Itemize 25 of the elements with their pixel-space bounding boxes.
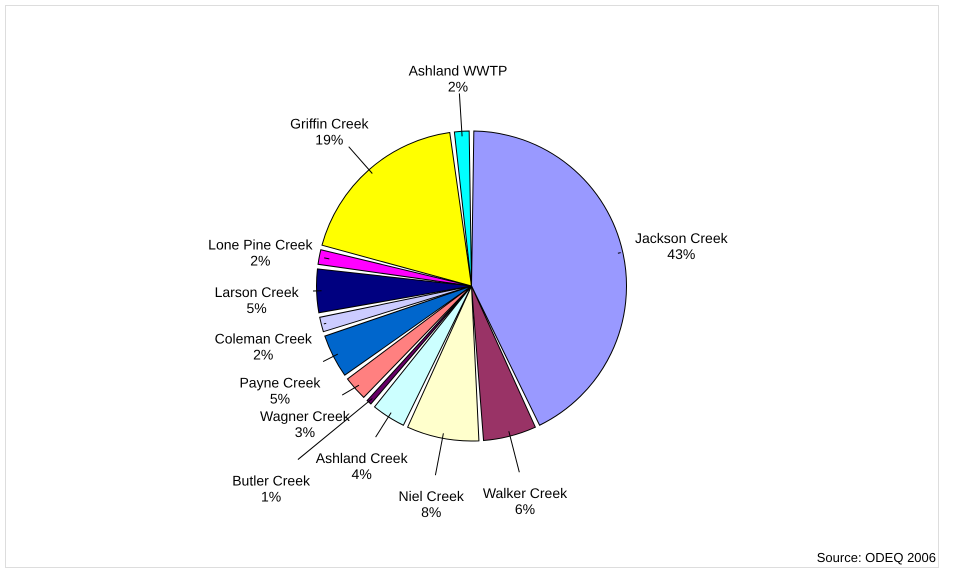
slice-label: Niel Creek	[398, 488, 465, 504]
data-label: 8%	[421, 504, 442, 520]
data-label: 3%	[294, 424, 316, 440]
data-label: 5%	[246, 300, 267, 316]
data-label: 4%	[352, 466, 372, 482]
source-note: Source: ODEQ 2006	[816, 550, 936, 565]
data-label: 2%	[253, 346, 274, 362]
slice-label: Lone Pine Creek	[208, 236, 314, 253]
slice-label: Jackson Creek	[635, 230, 729, 246]
slice-label: Larson Creek	[214, 284, 300, 300]
data-label: 2%	[250, 252, 270, 269]
data-label: 19%	[315, 132, 344, 148]
slice-label: Wagner Creek	[260, 408, 351, 424]
slice-label: Coleman Creek	[214, 330, 313, 346]
slice-label: Payne Creek	[239, 374, 322, 391]
slice-label: Ashland Creek	[316, 450, 409, 466]
data-label: 5%	[270, 390, 290, 407]
slice-label: Griffin Creek	[290, 116, 370, 132]
data-label: 43%	[667, 246, 696, 262]
data-label: 6%	[514, 501, 536, 518]
data-label: 2%	[448, 78, 468, 94]
data-label: 1%	[260, 488, 282, 505]
slice-label: Ashland WWTP	[408, 62, 508, 78]
slice-label: Butler Creek	[232, 472, 312, 489]
slice-label: Walker Creek	[482, 485, 568, 502]
